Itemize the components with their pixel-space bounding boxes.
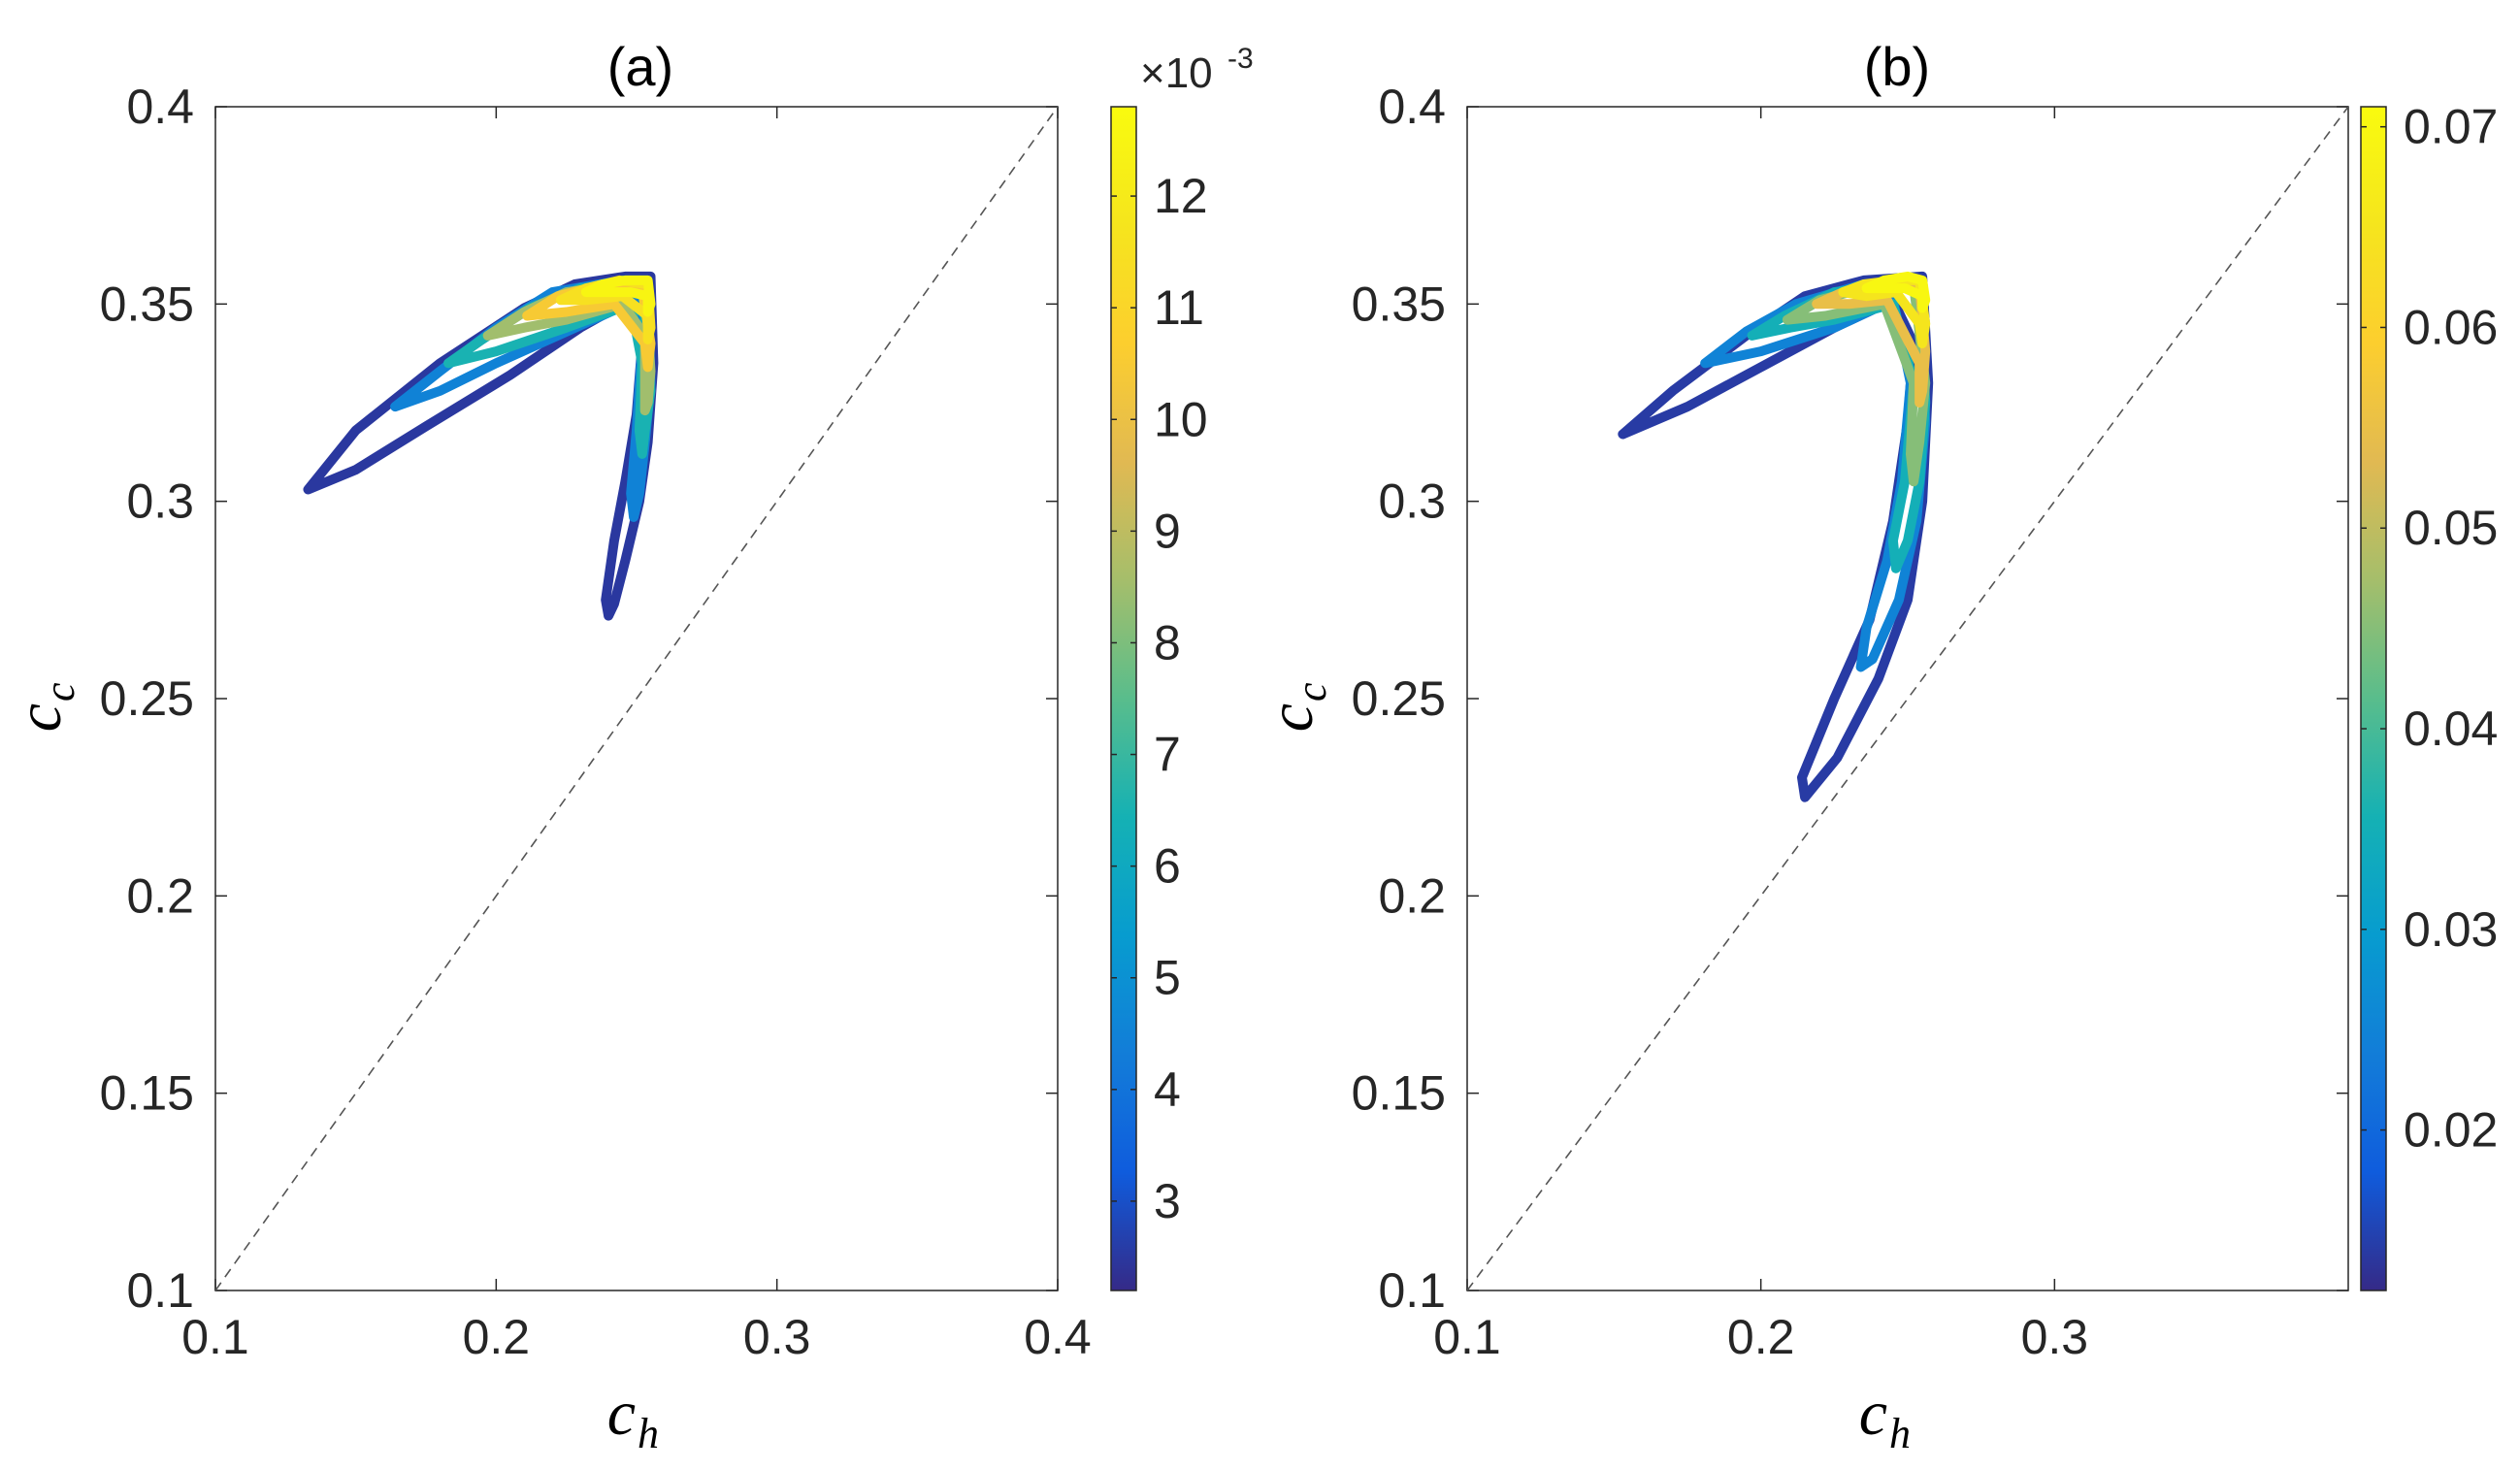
- contour-loop: [580, 275, 656, 317]
- colorbar-tick-label: 6: [1154, 839, 1181, 894]
- x-tick-label: 0.2: [463, 1310, 531, 1364]
- panel-b-colorbar: 0.02 0.03 0.04 0.05 0.06 0.07: [2360, 100, 2498, 1291]
- y-tick-label: 0.35: [100, 277, 194, 331]
- colorbar-gradient: [1110, 106, 1137, 1291]
- panel-b-ylabel: c c: [1256, 682, 1335, 732]
- colorbar-tick-label: 5: [1154, 951, 1181, 1005]
- y-tick-label: 0.3: [126, 474, 194, 529]
- x-tick-label: 0.3: [743, 1310, 811, 1364]
- x-tick-label: 0.3: [2021, 1310, 2089, 1364]
- colorbar-tick-label: 0.06: [2404, 300, 2498, 354]
- colorbar-a-exponent: ×10 -3: [1140, 43, 1254, 97]
- panel-a-colorbar: 3 4 5 6 7 8 9 10 11 12: [1110, 106, 1208, 1291]
- x-tick-label: 0.1: [1433, 1310, 1501, 1364]
- colorbar-tick-label: 8: [1154, 615, 1181, 670]
- y-tick-label: 0.1: [126, 1263, 194, 1318]
- reference-diagonal-line: [215, 107, 1058, 1290]
- svg-text:c: c: [36, 682, 83, 702]
- svg-text:c: c: [1288, 682, 1335, 702]
- svg-text:-3: -3: [1227, 43, 1254, 75]
- svg-text:h: h: [638, 1410, 659, 1457]
- colorbar-gradient: [2360, 106, 2387, 1291]
- y-tick-label: 0.3: [1378, 474, 1446, 529]
- panel-a-plot: 0.1 0.2 0.3 0.4 0.1 0.15 0.2 0.25 0.3 0.35 0.4: [100, 80, 1092, 1364]
- y-tick-label: 0.35: [1352, 277, 1446, 331]
- colorbar-tick-label: 0.04: [2404, 702, 2498, 756]
- y-tick-label: 0.25: [100, 671, 194, 726]
- colorbar-tick-label: 3: [1154, 1174, 1181, 1228]
- y-tick-label: 0.15: [1352, 1066, 1446, 1121]
- colorbar-tick-label: 12: [1154, 169, 1208, 223]
- panel-b-plot: 0.1 0.2 0.3 0.1 0.15 0.2 0.25 0.3 0.35 0.4: [1352, 80, 2349, 1364]
- colorbar-tick-label: 9: [1154, 504, 1181, 558]
- colorbar-tick-label: 11: [1154, 280, 1204, 335]
- svg-text:c: c: [1256, 703, 1326, 732]
- x-tick-label: 0.4: [1024, 1310, 1092, 1364]
- svg-text:×10: ×10: [1140, 49, 1213, 97]
- svg-text:h: h: [1889, 1410, 1911, 1457]
- contour-loop: [1861, 271, 1931, 313]
- colorbar-tick-label: 10: [1154, 392, 1208, 446]
- panel-b-title: (b): [1864, 36, 1930, 97]
- panel-b: (b) 0.1 0.2 0.3 0.1 0.15 0.2 0.25 0.3 0.35 0.4 c …: [1256, 36, 2498, 1457]
- colorbar-tick-label: 0.05: [2404, 501, 2498, 555]
- panel-a-title: (a): [607, 36, 673, 97]
- colorbar-tick-label: 0.07: [2404, 100, 2498, 154]
- panel-b-xlabel: c h: [1859, 1378, 1911, 1457]
- svg-text:c: c: [607, 1378, 636, 1449]
- reference-diagonal-line: [1467, 107, 2348, 1290]
- panel-a-ylabel: c c: [4, 682, 83, 732]
- colorbar-tick-label: 0.02: [2404, 1103, 2498, 1158]
- colorbar-tick-label: 0.03: [2404, 902, 2498, 957]
- y-tick-label: 0.2: [1378, 868, 1446, 923]
- y-tick-label: 0.4: [1378, 80, 1446, 134]
- y-tick-label: 0.1: [1378, 1263, 1446, 1318]
- svg-text:c: c: [1859, 1378, 1887, 1449]
- x-tick-label: 0.1: [181, 1310, 249, 1364]
- colorbar-tick-label: 7: [1154, 728, 1181, 782]
- colorbar-tick-label: 4: [1154, 1062, 1181, 1117]
- y-tick-label: 0.4: [126, 80, 194, 134]
- y-tick-label: 0.2: [126, 868, 194, 923]
- panel-a: (a) 0.1 0.2 0.3 0.4 0.1 0.15 0.2 0.25 0.3 0.35 0.4…: [4, 36, 1254, 1457]
- svg-text:c: c: [4, 703, 75, 732]
- panel-a-xlabel: c h: [607, 1378, 659, 1457]
- y-tick-label: 0.25: [1352, 671, 1446, 726]
- x-tick-label: 0.2: [1727, 1310, 1795, 1364]
- y-tick-label: 0.15: [100, 1066, 194, 1121]
